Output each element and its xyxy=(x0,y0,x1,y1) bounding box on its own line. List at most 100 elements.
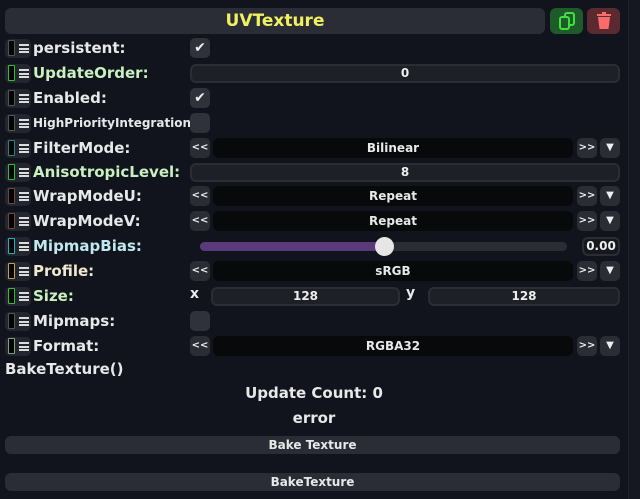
port-icon xyxy=(8,288,15,304)
drag-handle-icon xyxy=(19,192,29,201)
prev-button[interactable]: << xyxy=(190,186,210,206)
port-icon xyxy=(8,40,15,56)
prev-button[interactable]: << xyxy=(190,211,210,231)
dropdown-icon[interactable]: ▼ xyxy=(600,138,620,158)
scrollbar[interactable] xyxy=(628,0,640,499)
port-icon xyxy=(8,338,15,354)
port-icon xyxy=(8,140,15,156)
row-persistent: persistent: ✔ xyxy=(0,37,628,59)
size-y-input[interactable]: 128 xyxy=(428,287,620,306)
method-title: BakeTexture() xyxy=(5,360,124,378)
row-mipmaps: Mipmaps: xyxy=(0,310,628,332)
drag-handle-icon xyxy=(19,168,29,177)
label: MipmapBias: xyxy=(33,237,142,255)
invoke-bake-texture-button[interactable]: BakeTexture xyxy=(5,473,620,491)
next-button[interactable]: >> xyxy=(577,211,597,231)
port-icon xyxy=(8,263,15,279)
bake-texture-button[interactable]: Bake Texture xyxy=(5,436,620,454)
prev-button[interactable]: << xyxy=(190,261,210,281)
row-size: Size: x 128 y 128 xyxy=(0,285,628,307)
drag-handle-icon xyxy=(19,317,29,326)
port-handle[interactable] xyxy=(5,287,31,306)
label: Enabled: xyxy=(33,89,107,107)
row-wrap-mode-u: WrapModeU: << Repeat >> ▼ xyxy=(0,185,628,207)
trash-icon xyxy=(596,12,611,29)
wrap-mode-u-value[interactable]: Repeat xyxy=(213,186,573,206)
slider-knob[interactable] xyxy=(374,237,394,256)
row-wrap-mode-v: WrapModeV: << Repeat >> ▼ xyxy=(0,210,628,232)
port-handle[interactable] xyxy=(5,139,31,158)
label: UpdateOrder: xyxy=(33,64,149,82)
drag-handle-icon xyxy=(19,69,29,78)
row-profile: Profile: << sRGB >> ▼ xyxy=(0,260,628,282)
filter-mode-value[interactable]: Bilinear xyxy=(213,138,573,158)
port-handle[interactable] xyxy=(5,114,31,133)
drag-handle-icon xyxy=(19,94,29,103)
drag-handle-icon xyxy=(19,242,29,251)
row-update-order: UpdateOrder: 0 xyxy=(0,62,628,84)
dropdown-icon[interactable]: ▼ xyxy=(600,186,620,206)
port-handle[interactable] xyxy=(5,262,31,281)
copy-button[interactable] xyxy=(550,8,583,34)
row-enabled: Enabled: ✔ xyxy=(0,87,628,109)
port-icon xyxy=(8,65,15,81)
mipmaps-checkbox[interactable] xyxy=(190,311,210,331)
port-icon xyxy=(8,313,15,329)
row-mipmap-bias: MipmapBias: 0.00 xyxy=(0,235,628,257)
drag-handle-icon xyxy=(19,119,29,128)
label: Profile: xyxy=(33,262,95,280)
port-icon xyxy=(8,213,15,229)
next-button[interactable]: >> xyxy=(577,336,597,356)
port-handle[interactable] xyxy=(5,237,31,256)
enabled-checkbox[interactable]: ✔ xyxy=(190,88,210,108)
size-x-input[interactable]: 128 xyxy=(211,287,400,306)
port-handle[interactable] xyxy=(5,39,31,58)
drag-handle-icon xyxy=(19,217,29,226)
profile-value[interactable]: sRGB xyxy=(213,261,573,281)
next-button[interactable]: >> xyxy=(577,186,597,206)
port-handle[interactable] xyxy=(5,212,31,231)
update-order-input[interactable]: 0 xyxy=(190,64,620,83)
dropdown-icon[interactable]: ▼ xyxy=(600,211,620,231)
anisotropic-level-input[interactable]: 8 xyxy=(190,163,620,182)
prev-button[interactable]: << xyxy=(190,138,210,158)
format-value[interactable]: RGBA32 xyxy=(213,336,573,356)
label: WrapModeU: xyxy=(33,187,142,205)
row-high-priority: HighPriorityIntegration: xyxy=(0,112,628,134)
status-text: error xyxy=(292,409,336,427)
mipmap-bias-value[interactable]: 0.00 xyxy=(582,237,620,256)
port-handle[interactable] xyxy=(5,89,31,108)
mipmap-bias-slider[interactable] xyxy=(200,237,567,256)
high-priority-checkbox[interactable] xyxy=(190,113,210,133)
port-icon xyxy=(8,238,15,254)
port-handle[interactable] xyxy=(5,312,31,331)
x-label: x xyxy=(190,286,200,302)
label: AnisotropicLevel: xyxy=(33,163,181,181)
port-icon xyxy=(8,90,15,106)
delete-button[interactable] xyxy=(587,8,620,34)
port-handle[interactable] xyxy=(5,187,31,206)
label: Format: xyxy=(33,337,100,355)
drag-handle-icon xyxy=(19,267,29,276)
port-handle[interactable] xyxy=(5,163,31,182)
row-filter-mode: FilterMode: << Bilinear >> ▼ xyxy=(0,137,628,159)
dropdown-icon[interactable]: ▼ xyxy=(600,261,620,281)
persistent-checkbox[interactable]: ✔ xyxy=(190,38,210,58)
port-icon xyxy=(8,188,15,204)
port-handle[interactable] xyxy=(5,337,31,356)
port-icon xyxy=(8,164,15,180)
next-button[interactable]: >> xyxy=(577,138,597,158)
row-anisotropic-level: AnisotropicLevel: 8 xyxy=(0,161,628,183)
copy-icon xyxy=(558,12,575,30)
drag-handle-icon xyxy=(19,44,29,53)
port-handle[interactable] xyxy=(5,64,31,83)
drag-handle-icon xyxy=(19,144,29,153)
label: HighPriorityIntegration: xyxy=(33,116,196,130)
y-label: y xyxy=(406,285,416,301)
prev-button[interactable]: << xyxy=(190,336,210,356)
drag-handle-icon xyxy=(19,342,29,351)
next-button[interactable]: >> xyxy=(577,261,597,281)
wrap-mode-v-value[interactable]: Repeat xyxy=(213,211,573,231)
slider-fill xyxy=(200,242,384,251)
dropdown-icon[interactable]: ▼ xyxy=(600,336,620,356)
